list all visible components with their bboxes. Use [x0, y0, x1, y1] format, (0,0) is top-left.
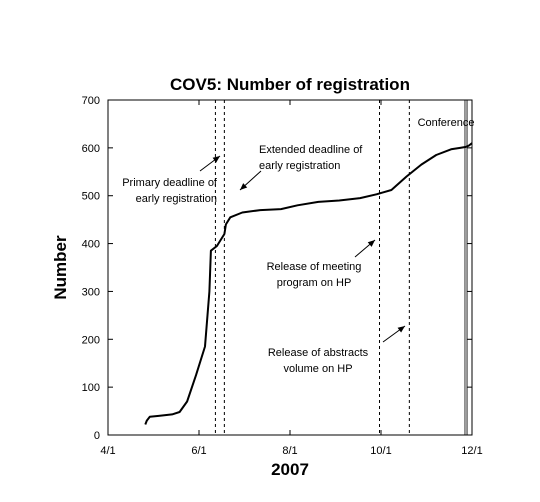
- conference-label: Conference: [418, 117, 475, 129]
- x-tick-label: 10/1: [370, 445, 391, 457]
- annotation-arrowhead: [367, 240, 375, 247]
- event-annotation-3: Release of meeting program on HP: [267, 261, 362, 289]
- registration-line: [144, 142, 473, 425]
- event-annotation-2: Extended deadline of early registration: [259, 144, 363, 172]
- y-tick-label: 400: [82, 239, 100, 251]
- y-axis-label: Number: [51, 235, 70, 300]
- x-tick-label: 12/1: [461, 445, 482, 457]
- y-tick-label: 100: [82, 382, 100, 394]
- x-tick-label: 4/1: [100, 445, 115, 457]
- y-tick-label: 200: [82, 334, 100, 346]
- annotation-arrowhead: [212, 156, 220, 163]
- annotation-arrowhead: [240, 183, 248, 190]
- y-tick-label: 700: [82, 95, 100, 107]
- annotation-arrowhead: [397, 326, 405, 333]
- event-annotation-4: Release of abstracts volume on HP: [268, 347, 369, 375]
- x-tick-label: 8/1: [282, 445, 297, 457]
- chart-title: COV5: Number of registration: [170, 75, 410, 94]
- x-axis-label: 2007: [271, 460, 309, 479]
- y-tick-label: 600: [82, 143, 100, 155]
- event-annotation-1: Primary deadline of early registration: [122, 177, 218, 205]
- y-tick-label: 300: [82, 286, 100, 298]
- y-tick-label: 0: [94, 430, 100, 442]
- y-tick-label: 500: [82, 191, 100, 203]
- x-tick-label: 6/1: [191, 445, 206, 457]
